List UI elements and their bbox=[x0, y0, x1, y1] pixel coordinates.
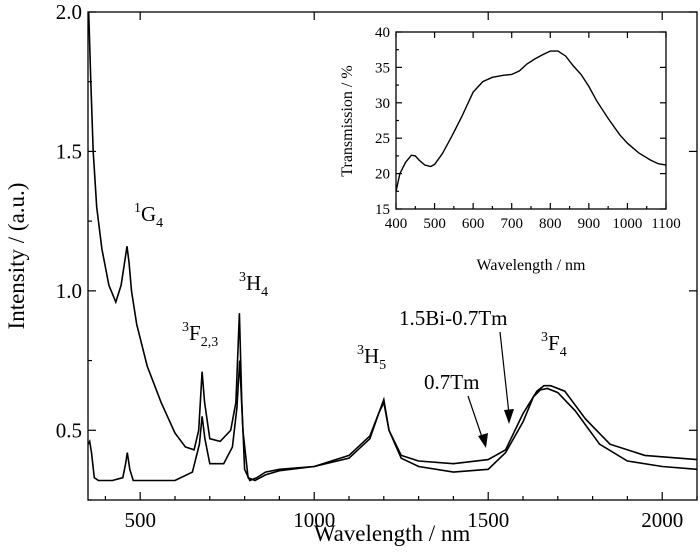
x-axis-title: Wavelength / nm bbox=[314, 521, 471, 546]
peak-label-1G4: 1G4 bbox=[134, 201, 163, 231]
inset-y-tick-label: 35 bbox=[375, 60, 390, 76]
peak-label-3F23: 3F2,3 bbox=[182, 320, 218, 350]
y-tick-label: 0.5 bbox=[56, 418, 82, 442]
inset-x-tick-label: 700 bbox=[500, 216, 523, 232]
inset-ticks: 400 500 600 700 800 900 1000 1100 15 20 25 30 35 40 bbox=[375, 25, 681, 232]
arrow-head-0-7Tm bbox=[478, 433, 488, 448]
inset-x-tick-label: 900 bbox=[578, 216, 601, 232]
inset-y-tick-label: 20 bbox=[375, 167, 390, 183]
inset-y-axis-title: Transmission / % bbox=[339, 65, 356, 176]
inset-x-tick-label: 1100 bbox=[651, 216, 680, 232]
series-label-0-7Tm: 0.7Tm bbox=[424, 370, 479, 394]
inset-series-lines bbox=[395, 50, 667, 192]
inset-series-line-1 bbox=[395, 50, 667, 192]
inset-background bbox=[396, 32, 666, 209]
arrow-line-1-5Bi-0-7Tm bbox=[499, 331, 510, 415]
inset-x-tick-label: 500 bbox=[423, 216, 446, 232]
series-line-2 bbox=[87, 360, 698, 482]
peak-label-3H4: 3H4 bbox=[239, 270, 268, 300]
main-ticks: 500 1000 1500 2000 0.5 1.0 1.5 2.0 bbox=[56, 0, 698, 532]
peak-label-3F4: 3F4 bbox=[541, 330, 567, 360]
inset-y-tick-label: 40 bbox=[375, 25, 390, 41]
inset-y-tick-label: 15 bbox=[375, 202, 390, 218]
y-axis-title: Intensity / (a.u.) bbox=[4, 183, 29, 330]
inset-y-tick-label: 25 bbox=[375, 131, 390, 147]
arrow-head-1-5Bi-0-7Tm bbox=[504, 409, 514, 424]
main-plot-frame bbox=[87, 11, 698, 501]
series-label-1-5Bi-0-7Tm: 1.5Bi-0.7Tm bbox=[399, 306, 508, 330]
x-tick-label: 500 bbox=[124, 508, 156, 532]
main-plot: 500 1000 1500 2000 0.5 1.0 1.5 2.0 Wavelength /… bbox=[4, 0, 698, 546]
x-tick-label: 1000 bbox=[293, 508, 335, 532]
y-tick-label: 1.5 bbox=[56, 139, 82, 163]
y-tick-label: 2.0 bbox=[56, 0, 82, 24]
inset-x-axis-title: Wavelength / nm bbox=[477, 257, 586, 274]
inset-plot: 400 500 600 700 800 900 1000 1100 15 20 25 30 35 40 W… bbox=[339, 25, 681, 274]
inset-x-tick-label: 600 bbox=[462, 216, 485, 232]
inset-x-tick-label: 1000 bbox=[612, 216, 642, 232]
inset-x-tick-label: 400 bbox=[385, 216, 408, 232]
x-tick-label: 1500 bbox=[467, 508, 509, 532]
x-tick-label: 2000 bbox=[641, 508, 683, 532]
arrow-line-0-7Tm bbox=[467, 395, 484, 441]
y-tick-label: 1.0 bbox=[56, 279, 82, 303]
peak-label-3H5: 3H5 bbox=[357, 343, 386, 373]
series-line-1 bbox=[87, 11, 698, 482]
inset-x-tick-label: 800 bbox=[539, 216, 562, 232]
inset-y-tick-label: 30 bbox=[375, 96, 390, 112]
main-series-lines bbox=[87, 11, 698, 482]
